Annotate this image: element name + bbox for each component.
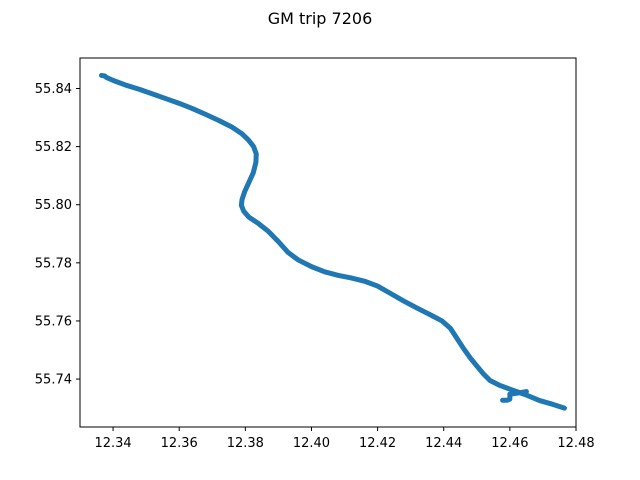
x-tick-label: 12.38 (227, 436, 264, 451)
x-tick-label: 12.36 (161, 436, 198, 451)
y-tick-label: 55.76 (35, 314, 72, 329)
x-tick-label: 12.40 (293, 436, 330, 451)
y-tick-label: 55.74 (35, 373, 72, 388)
x-tick-label: 12.48 (557, 436, 594, 451)
x-tick-label: 12.42 (359, 436, 396, 451)
y-tick-label: 55.84 (35, 82, 72, 97)
plot-layer (98, 72, 567, 411)
x-tick-label: 12.44 (425, 436, 462, 451)
series-line-1 (500, 389, 529, 403)
y-axis: 55.74 55.76 55.78 55.80 55.82 55.84 (35, 82, 80, 388)
series-line-0 (98, 72, 567, 411)
y-tick-label: 55.82 (35, 140, 72, 155)
y-tick-label: 55.80 (35, 198, 72, 213)
x-tick-label: 12.34 (94, 436, 131, 451)
x-axis: 12.34 12.36 12.38 12.40 12.42 12.44 12.46 12.48 (94, 427, 595, 451)
axes-frame (79, 57, 577, 428)
chart-title: GM trip 7206 (268, 9, 373, 28)
x-tick-label: 12.46 (491, 436, 528, 451)
y-tick-label: 55.78 (35, 256, 72, 271)
